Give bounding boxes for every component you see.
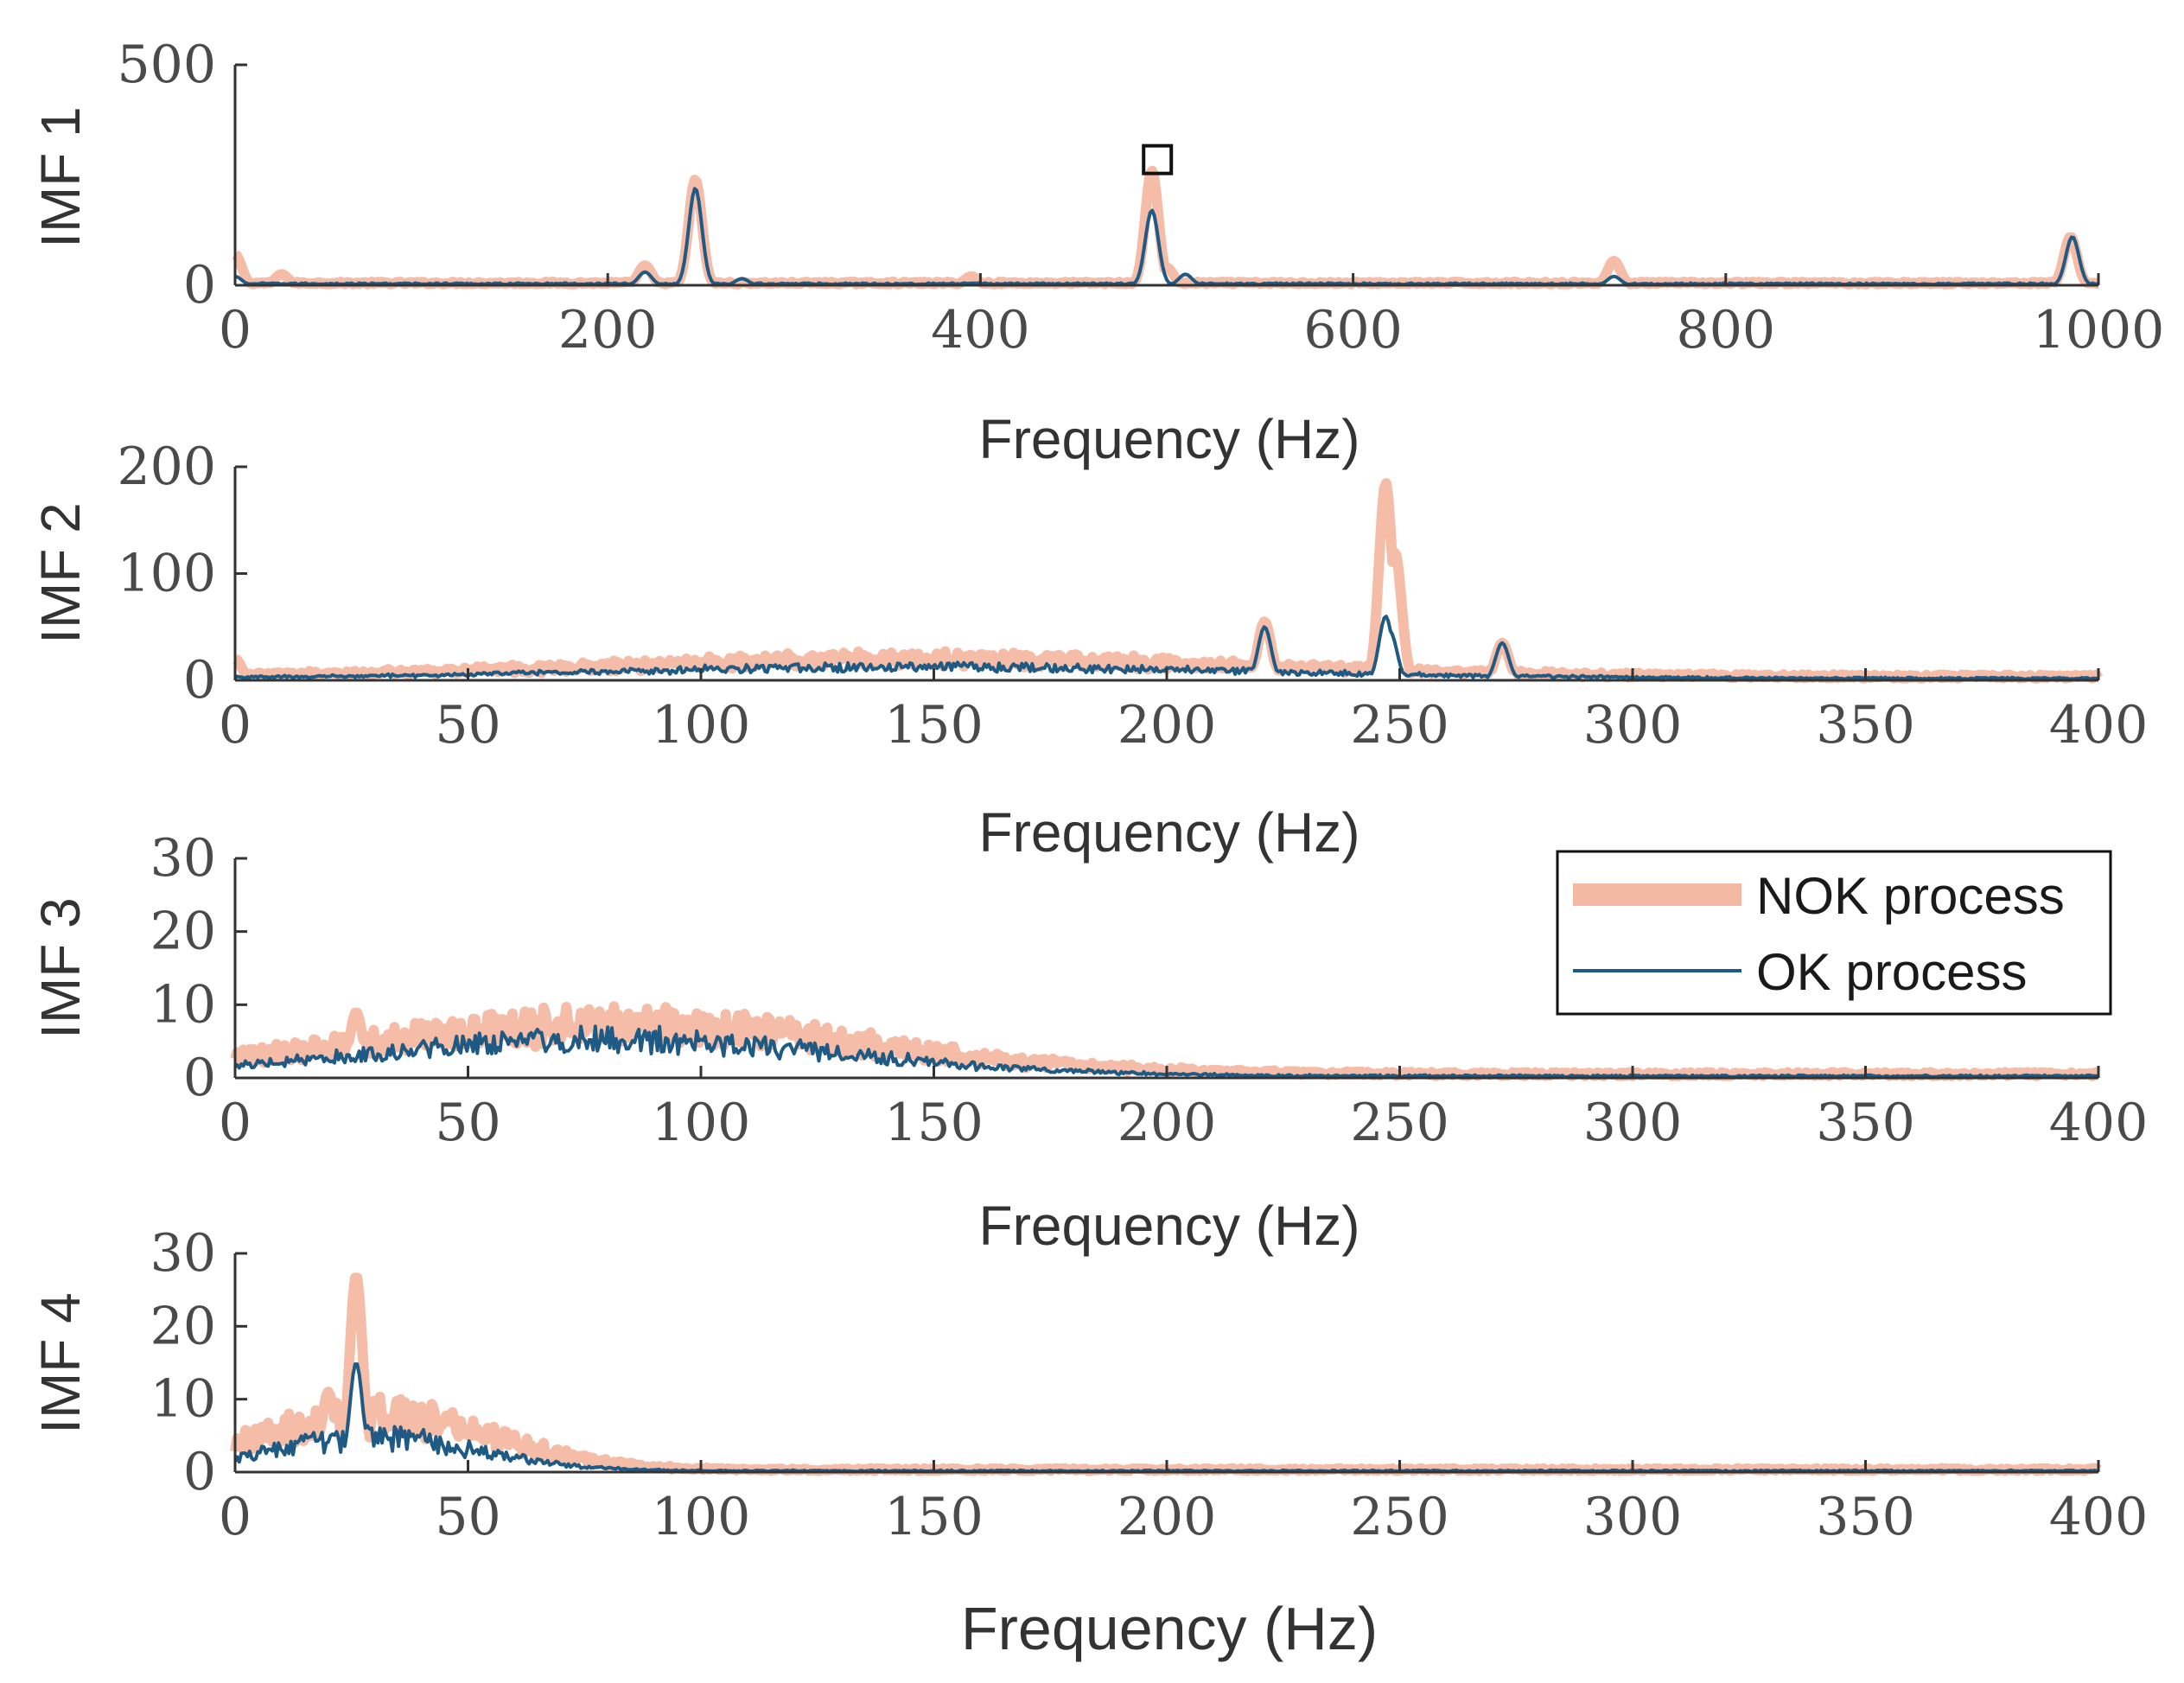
y-tick-label: 0	[183, 255, 216, 316]
x-tick-label: 0	[219, 695, 252, 755]
x-tick-label: 400	[2049, 1093, 2149, 1153]
imf1-axes: 0 200 400 600 800 1000 0 500	[117, 35, 2164, 360]
imf4-xlabel: Frequency (Hz)	[961, 1595, 1378, 1662]
ok-series-line	[234, 187, 2099, 287]
imf1-ylabel: IMF 1	[29, 106, 92, 248]
imf1-series	[232, 165, 2102, 290]
x-tick-label: 50	[435, 1487, 500, 1547]
x-tick-label: 100	[652, 695, 751, 755]
y-tick-label: 30	[150, 828, 216, 889]
x-tick-label: 350	[1816, 1487, 1915, 1547]
x-tick-label: 200	[1117, 695, 1217, 755]
x-tick-label: 250	[1350, 695, 1449, 755]
x-tick-label: 50	[435, 695, 500, 755]
x-tick-label: 50	[435, 1093, 500, 1153]
x-tick-label: 0	[219, 300, 252, 360]
x-tick-label: 300	[1583, 695, 1683, 755]
x-tick-label: 200	[1117, 1093, 1217, 1153]
imf3-xlabel: Frequency (Hz)	[979, 1195, 1360, 1257]
y-tick-label: 0	[183, 650, 216, 711]
x-tick-label: 800	[1677, 300, 1776, 360]
x-tick-label: 100	[652, 1093, 751, 1153]
y-tick-label: 30	[150, 1223, 216, 1284]
nok-series-line	[232, 165, 2102, 290]
nok-series-line	[232, 478, 2104, 684]
ok-series-line	[233, 615, 2099, 681]
y-tick-label: 20	[150, 902, 216, 962]
legend-nok-label: NOK process	[1756, 867, 2065, 925]
x-tick-label: 250	[1350, 1487, 1449, 1547]
y-tick-label: 200	[117, 437, 216, 497]
legend-ok-label: OK process	[1756, 943, 2027, 1001]
imf2-ylabel: IMF 2	[29, 502, 92, 644]
y-tick-label: 500	[117, 35, 216, 95]
ok-series-line	[233, 1362, 2099, 1474]
x-tick-label: 600	[1303, 300, 1403, 360]
imf2-axes: 0 50 100 150 200 250 300 350 400 0 100 200	[117, 437, 2148, 755]
x-tick-label: 100	[652, 1487, 751, 1547]
x-tick-label: 300	[1583, 1093, 1683, 1153]
y-tick-label: 10	[150, 1369, 216, 1430]
x-tick-label: 300	[1583, 1487, 1683, 1547]
x-tick-label: 350	[1816, 1093, 1915, 1153]
nok-series-line	[230, 1272, 2102, 1476]
x-tick-label: 1000	[2033, 300, 2165, 360]
x-tick-label: 250	[1350, 1093, 1449, 1153]
imf4-series	[230, 1272, 2102, 1476]
legend-box	[1556, 850, 2112, 1016]
x-tick-label: 200	[1117, 1487, 1217, 1547]
y-tick-label: 20	[150, 1296, 216, 1356]
peak-marker-square	[1142, 143, 1174, 175]
x-tick-label: 150	[884, 695, 984, 755]
imf2-xlabel: Frequency (Hz)	[979, 801, 1360, 864]
imf1-panel: 0 200 400 600 800 1000 0 500 IMF 1 Frequency (H…	[29, 35, 2164, 470]
imf4-ylabel: IMF 4	[29, 1292, 92, 1434]
imf1-xlabel: Frequency (Hz)	[979, 408, 1360, 470]
x-tick-label: 0	[219, 1487, 252, 1547]
legend: NOK process OK process	[1556, 850, 2112, 1016]
x-tick-label: 400	[931, 300, 1030, 360]
imf3-ylabel: IMF 3	[29, 897, 92, 1039]
imf2-panel: 0 50 100 150 200 250 300 350 400 0 100 200 IMF 2 Fr…	[29, 437, 2148, 864]
x-tick-label: 400	[2049, 695, 2149, 755]
x-tick-label: 350	[1816, 695, 1915, 755]
x-tick-label: 400	[2049, 1487, 2149, 1547]
x-tick-label: 0	[219, 1093, 252, 1153]
y-tick-label: 100	[117, 544, 216, 604]
x-tick-label: 150	[884, 1487, 984, 1547]
y-tick-label: 0	[183, 1048, 216, 1108]
x-tick-label: 150	[884, 1093, 984, 1153]
y-tick-label: 0	[183, 1442, 216, 1502]
y-tick-label: 10	[150, 974, 216, 1035]
x-tick-label: 200	[558, 300, 658, 360]
imf2-series	[232, 478, 2104, 684]
